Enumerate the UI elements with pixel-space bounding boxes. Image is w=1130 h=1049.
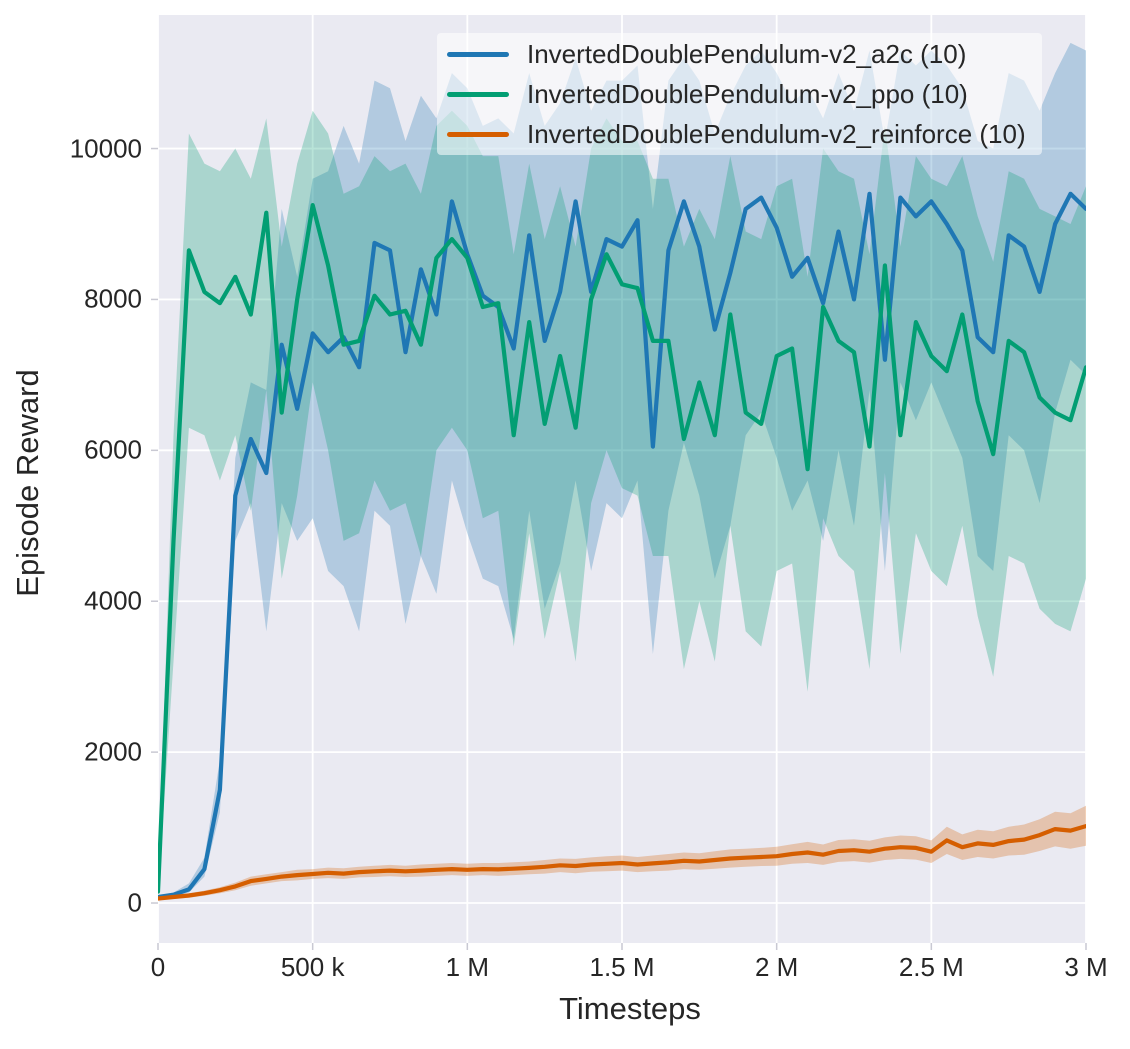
y-tick-label: 0 xyxy=(127,887,142,918)
y-tick-label: 6000 xyxy=(84,434,142,465)
legend: InvertedDoublePendulum-v2_a2c (10) Invert… xyxy=(437,33,1042,155)
legend-item-reinforce: InvertedDoublePendulum-v2_reinforce (10) xyxy=(447,114,1026,154)
y-tick-label: 8000 xyxy=(84,283,142,314)
x-tick-label: 0 xyxy=(150,952,166,982)
legend-label-a2c: InvertedDoublePendulum-v2_a2c (10) xyxy=(527,38,967,69)
legend-item-ppo: InvertedDoublePendulum-v2_ppo (10) xyxy=(447,74,1026,114)
legend-line-swatch-a2c xyxy=(447,51,509,57)
y-axis-label: Episode Reward xyxy=(10,369,45,597)
legend-label-reinforce: InvertedDoublePendulum-v2_reinforce (10) xyxy=(527,118,1026,149)
x-tick-label: 2.5 M xyxy=(898,952,964,982)
x-tick-label: 1 M xyxy=(445,952,489,982)
x-axis-label: Timesteps xyxy=(559,991,701,1026)
legend-line-swatch-reinforce xyxy=(447,131,509,137)
line-a2c xyxy=(158,191,1086,900)
legend-line-swatch-ppo xyxy=(447,91,509,97)
x-tick-label: 500 k xyxy=(280,952,345,982)
x-tick-label: 3 M xyxy=(1064,952,1108,982)
y-tick-label: 4000 xyxy=(84,585,142,616)
legend-item-a2c: InvertedDoublePendulum-v2_a2c (10) xyxy=(447,34,1026,74)
legend-label-ppo: InvertedDoublePendulum-v2_ppo (10) xyxy=(527,78,968,109)
line-ppo xyxy=(158,203,1086,894)
x-tick-label: 2 M xyxy=(754,952,799,982)
line-reinforce xyxy=(158,823,1086,901)
y-tick-label: 2000 xyxy=(84,736,142,767)
y-tick-label: 10000 xyxy=(69,133,142,164)
confidence-band-reinforce xyxy=(158,805,1086,900)
confidence-band-ppo xyxy=(158,110,1086,896)
x-tick-label: 1.5 M xyxy=(589,952,655,982)
